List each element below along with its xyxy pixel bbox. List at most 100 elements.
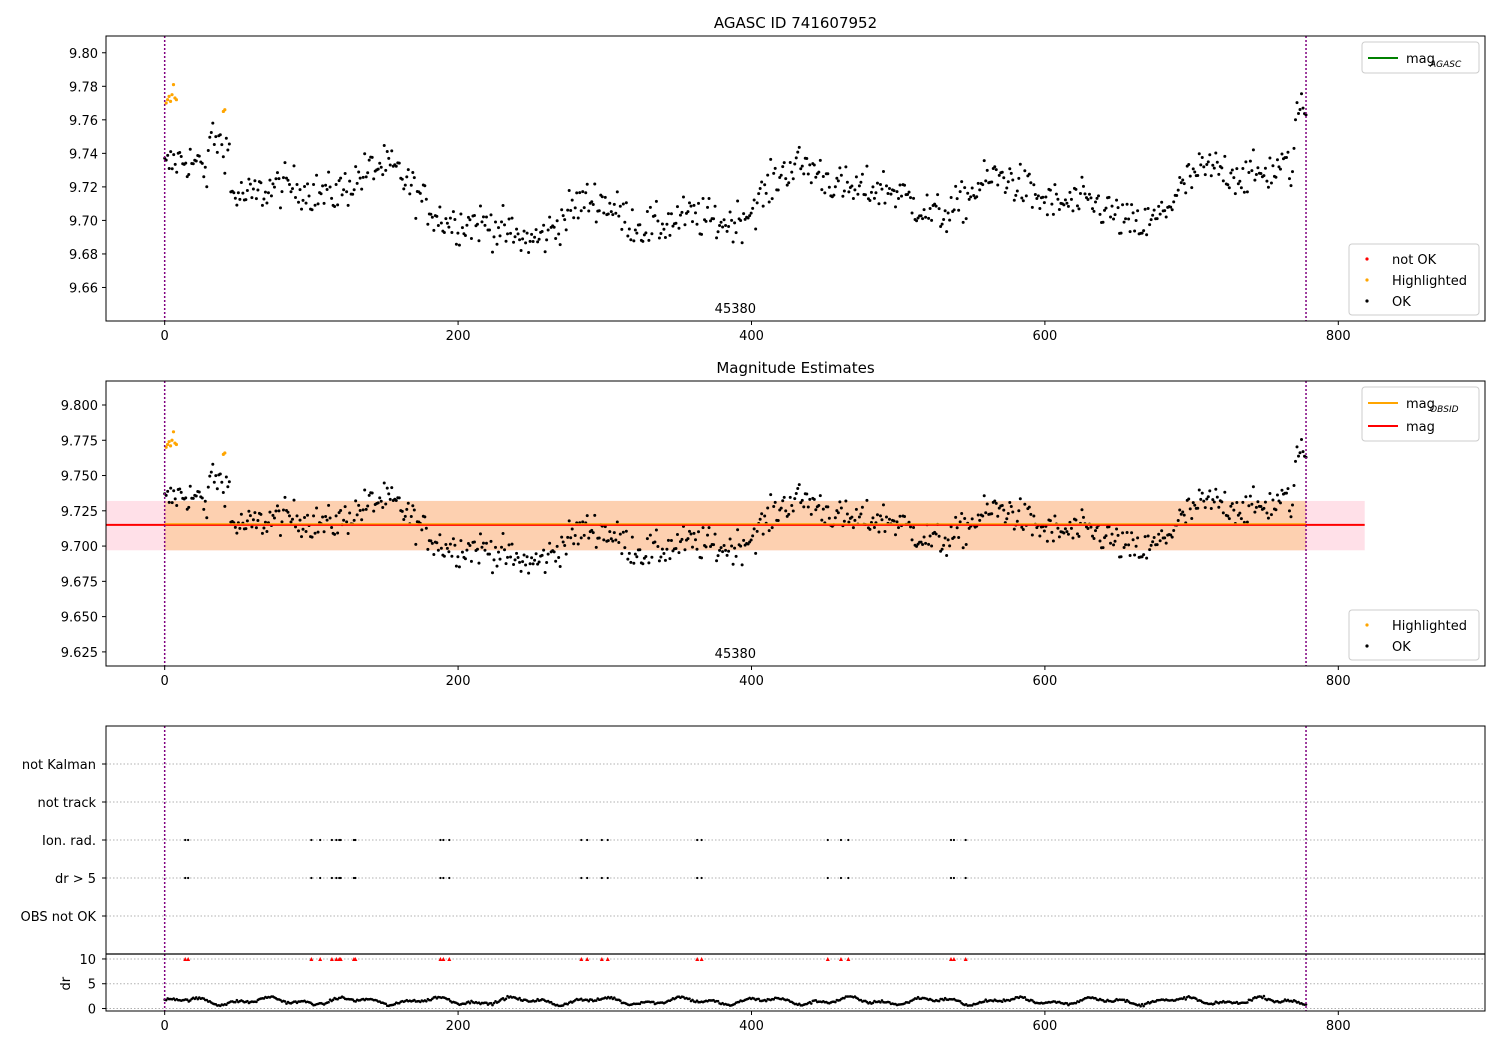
ok-point [372, 509, 376, 513]
ok-point [1238, 179, 1242, 183]
ok-point [191, 496, 195, 500]
ok-point [1086, 526, 1090, 530]
ok-point [327, 503, 331, 507]
ok-point [277, 509, 281, 513]
dr-flag-marker [186, 956, 191, 961]
ok-point [857, 515, 861, 519]
ok-point [506, 232, 510, 236]
ok-point [1297, 454, 1301, 458]
ok-point [626, 234, 630, 238]
ok-point [686, 210, 690, 214]
dr-point [764, 999, 768, 1003]
ok-point [235, 203, 239, 207]
ok-point [884, 515, 888, 519]
ok-point [294, 525, 298, 529]
ok-point [390, 486, 394, 490]
ok-point [503, 223, 507, 227]
ok-point [1092, 537, 1096, 541]
ok-point [868, 527, 872, 531]
ok-point [763, 183, 767, 187]
ok-point [466, 215, 470, 219]
ok-point [521, 560, 525, 564]
ok-point [272, 516, 276, 520]
ok-point [469, 559, 473, 563]
ok-point [872, 526, 876, 530]
ok-point [593, 182, 597, 186]
ok-point [1295, 101, 1299, 105]
x-tick-label: 600 [1032, 329, 1057, 344]
ok-point [782, 495, 786, 499]
dr-point [234, 1000, 237, 1004]
ok-point [537, 560, 541, 564]
dr-point [619, 999, 622, 1002]
ok-point [497, 550, 501, 554]
ok-point [1232, 508, 1236, 512]
ok-point [1256, 500, 1260, 504]
ok-point [806, 505, 810, 509]
ok-point [328, 516, 332, 520]
ok-point [1262, 174, 1266, 178]
ok-point [560, 208, 564, 212]
ok-point [1092, 209, 1096, 213]
ok-point [283, 495, 287, 499]
ok-point [1119, 555, 1123, 559]
ok-point [758, 186, 762, 190]
x-tick-label: 400 [739, 329, 764, 344]
ok-point [854, 175, 858, 179]
ok-point [706, 205, 710, 209]
ok-point [624, 529, 628, 533]
dr-point [958, 999, 962, 1003]
ok-point [612, 202, 616, 206]
ok-point [887, 186, 891, 190]
ok-point [1056, 526, 1060, 530]
ok-point [187, 505, 191, 509]
ok-point [736, 528, 740, 532]
ok-point [1057, 535, 1061, 539]
ok-point [1169, 533, 1173, 537]
ok-point [1163, 209, 1167, 213]
ok-point [727, 549, 731, 553]
ok-point [1200, 155, 1204, 159]
ok-point [799, 501, 803, 505]
ok-point [662, 551, 666, 555]
ok-point [700, 232, 704, 236]
x-tick-label: 400 [739, 1019, 764, 1034]
ok-point [850, 515, 854, 519]
ok-point [1188, 507, 1192, 511]
ok-point [760, 180, 764, 184]
ok-point [463, 233, 467, 237]
ok-point [985, 502, 989, 506]
ok-point [1226, 183, 1230, 187]
dr-point [185, 998, 189, 1002]
ok-point [916, 216, 920, 220]
ok-point [881, 169, 885, 173]
ok-point [533, 558, 537, 562]
ok-point [1145, 233, 1149, 237]
ok-point [361, 175, 365, 179]
ok-point [209, 470, 213, 474]
panel-3: not Kalman not track Ion. rad. dr > 5 OBS no… [21, 725, 1486, 1034]
dr-point [1235, 1000, 1239, 1004]
ok-point [342, 518, 346, 522]
ok-point [1248, 494, 1252, 498]
ok-point [509, 555, 513, 559]
ok-point [1051, 212, 1055, 216]
ok-point [994, 501, 998, 505]
ok-point [1158, 539, 1162, 543]
ok-point [1157, 204, 1161, 208]
ok-point [363, 488, 367, 492]
flag-point [952, 876, 956, 880]
ok-point [921, 217, 925, 221]
flag-row-label: OBS not OK [21, 910, 97, 925]
dr-point [1065, 1002, 1069, 1005]
dr-point [757, 997, 760, 1001]
ok-point [424, 197, 428, 201]
ok-point [274, 509, 278, 513]
ok-point [940, 222, 944, 226]
flag-point [586, 876, 589, 880]
ok-point [721, 225, 725, 229]
ok-point [877, 530, 881, 534]
ok-point [886, 191, 890, 195]
highlighted-point [166, 442, 170, 447]
ok-point [439, 546, 443, 550]
